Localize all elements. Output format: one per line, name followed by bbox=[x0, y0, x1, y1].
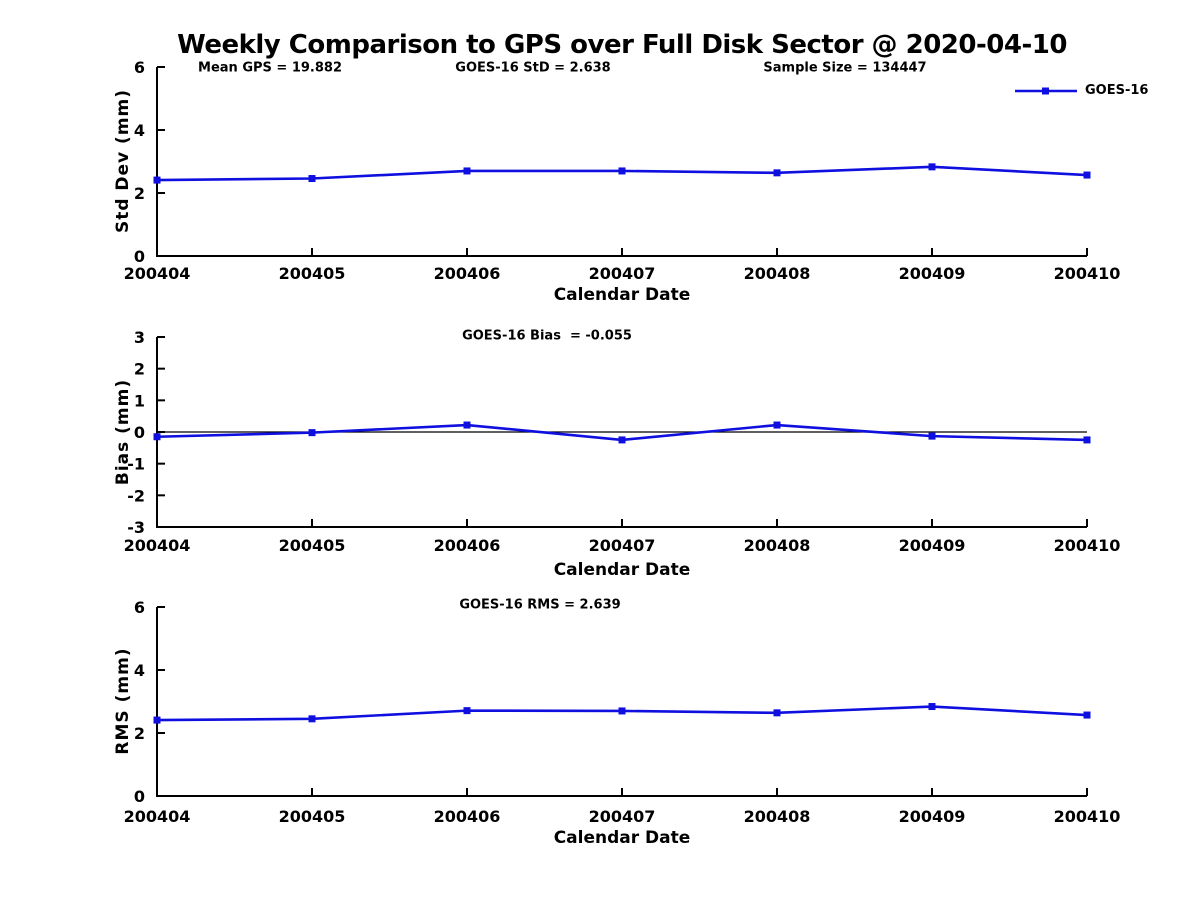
x-tick-label: 200404 bbox=[124, 536, 191, 555]
axis-std-dev bbox=[156, 67, 1087, 257]
data-point-marker bbox=[928, 163, 936, 171]
x-tick-label: 200409 bbox=[899, 536, 966, 555]
x-tick-label: 200409 bbox=[899, 264, 966, 283]
axis-rms bbox=[156, 607, 1087, 797]
x-tick-label: 200410 bbox=[1054, 536, 1121, 555]
y-tick-label: 2 bbox=[134, 184, 145, 203]
x-tick-label: 200407 bbox=[589, 807, 656, 826]
data-point-marker bbox=[463, 421, 471, 429]
data-point-marker bbox=[308, 429, 316, 437]
x-tick-label: 200410 bbox=[1054, 807, 1121, 826]
figure-title: Weekly Comparison to GPS over Full Disk … bbox=[177, 30, 1067, 60]
y-tick-label: -1 bbox=[127, 455, 145, 474]
y-tick-label: 4 bbox=[134, 121, 145, 140]
y-tick-label: 0 bbox=[134, 247, 145, 266]
y-tick-label: 4 bbox=[134, 661, 145, 680]
data-point-marker bbox=[463, 167, 471, 175]
x-tick-label: 200406 bbox=[434, 807, 501, 826]
legend: GOES-16 bbox=[1014, 83, 1148, 98]
annotation-mean-gps: Mean GPS = 19.882 bbox=[198, 60, 342, 76]
data-point-marker bbox=[1083, 711, 1091, 719]
y-axis-label-stddev: Std Dev (mm) bbox=[113, 88, 133, 234]
data-point-marker bbox=[1083, 436, 1091, 444]
data-point-marker bbox=[153, 176, 161, 184]
data-point-marker bbox=[1083, 171, 1091, 179]
x-tick-label: 200410 bbox=[1054, 264, 1121, 283]
x-axis-label-stddev: Calendar Date bbox=[553, 285, 691, 305]
y-tick-label: 6 bbox=[134, 58, 145, 77]
x-tick-label: 200408 bbox=[744, 807, 811, 826]
data-point-marker bbox=[773, 709, 781, 717]
x-tick-label: 200405 bbox=[279, 807, 346, 826]
annotation-sample-size: Sample Size = 134447 bbox=[763, 60, 927, 76]
y-axis-label-bias: Bias (mm) bbox=[113, 378, 133, 486]
y-tick-label: -3 bbox=[127, 518, 145, 537]
y-tick-label: 0 bbox=[134, 423, 145, 442]
x-axis-label-rms: Calendar Date bbox=[553, 828, 691, 848]
legend-label: GOES-16 bbox=[1085, 83, 1149, 98]
data-point-marker bbox=[928, 703, 936, 711]
x-tick-label: 200407 bbox=[589, 264, 656, 283]
data-point-marker bbox=[618, 436, 626, 444]
data-point-marker bbox=[153, 716, 161, 724]
data-point-marker bbox=[308, 175, 316, 183]
x-tick-label: 200406 bbox=[434, 264, 501, 283]
x-tick-label: 200404 bbox=[124, 264, 191, 283]
y-tick-label: 0 bbox=[134, 787, 145, 806]
x-tick-label: 200406 bbox=[434, 536, 501, 555]
legend-line-icon bbox=[1015, 87, 1077, 94]
data-point-marker bbox=[928, 432, 936, 440]
annotation-goes16-bias: GOES-16 Bias = -0.055 bbox=[462, 328, 632, 344]
x-tick-label: 200408 bbox=[744, 536, 811, 555]
x-tick-label: 200409 bbox=[899, 807, 966, 826]
y-tick-label: 1 bbox=[134, 391, 145, 410]
data-point-marker bbox=[618, 167, 626, 175]
legend-marker bbox=[1042, 87, 1049, 94]
x-axis-label-bias: Calendar Date bbox=[553, 560, 691, 580]
y-tick-label: 2 bbox=[134, 360, 145, 379]
y-tick-label: 6 bbox=[134, 598, 145, 617]
y-tick-label: -2 bbox=[127, 486, 145, 505]
y-tick-label: 3 bbox=[134, 328, 145, 347]
x-tick-label: 200408 bbox=[744, 264, 811, 283]
data-point-marker bbox=[308, 715, 316, 723]
annotation-goes16-std: GOES-16 StD = 2.638 bbox=[455, 60, 611, 76]
data-point-marker bbox=[463, 707, 471, 715]
x-tick-label: 200404 bbox=[124, 807, 191, 826]
y-tick-label: 2 bbox=[134, 724, 145, 743]
x-tick-label: 200407 bbox=[589, 536, 656, 555]
annotation-goes16-rms: GOES-16 RMS = 2.639 bbox=[459, 597, 621, 613]
data-point-marker bbox=[773, 421, 781, 429]
y-axis-label-rms: RMS (mm) bbox=[113, 647, 133, 755]
x-tick-label: 200405 bbox=[279, 264, 346, 283]
x-tick-label: 200405 bbox=[279, 536, 346, 555]
data-point-marker bbox=[153, 433, 161, 441]
data-point-marker bbox=[773, 169, 781, 177]
data-point-marker bbox=[618, 707, 626, 715]
